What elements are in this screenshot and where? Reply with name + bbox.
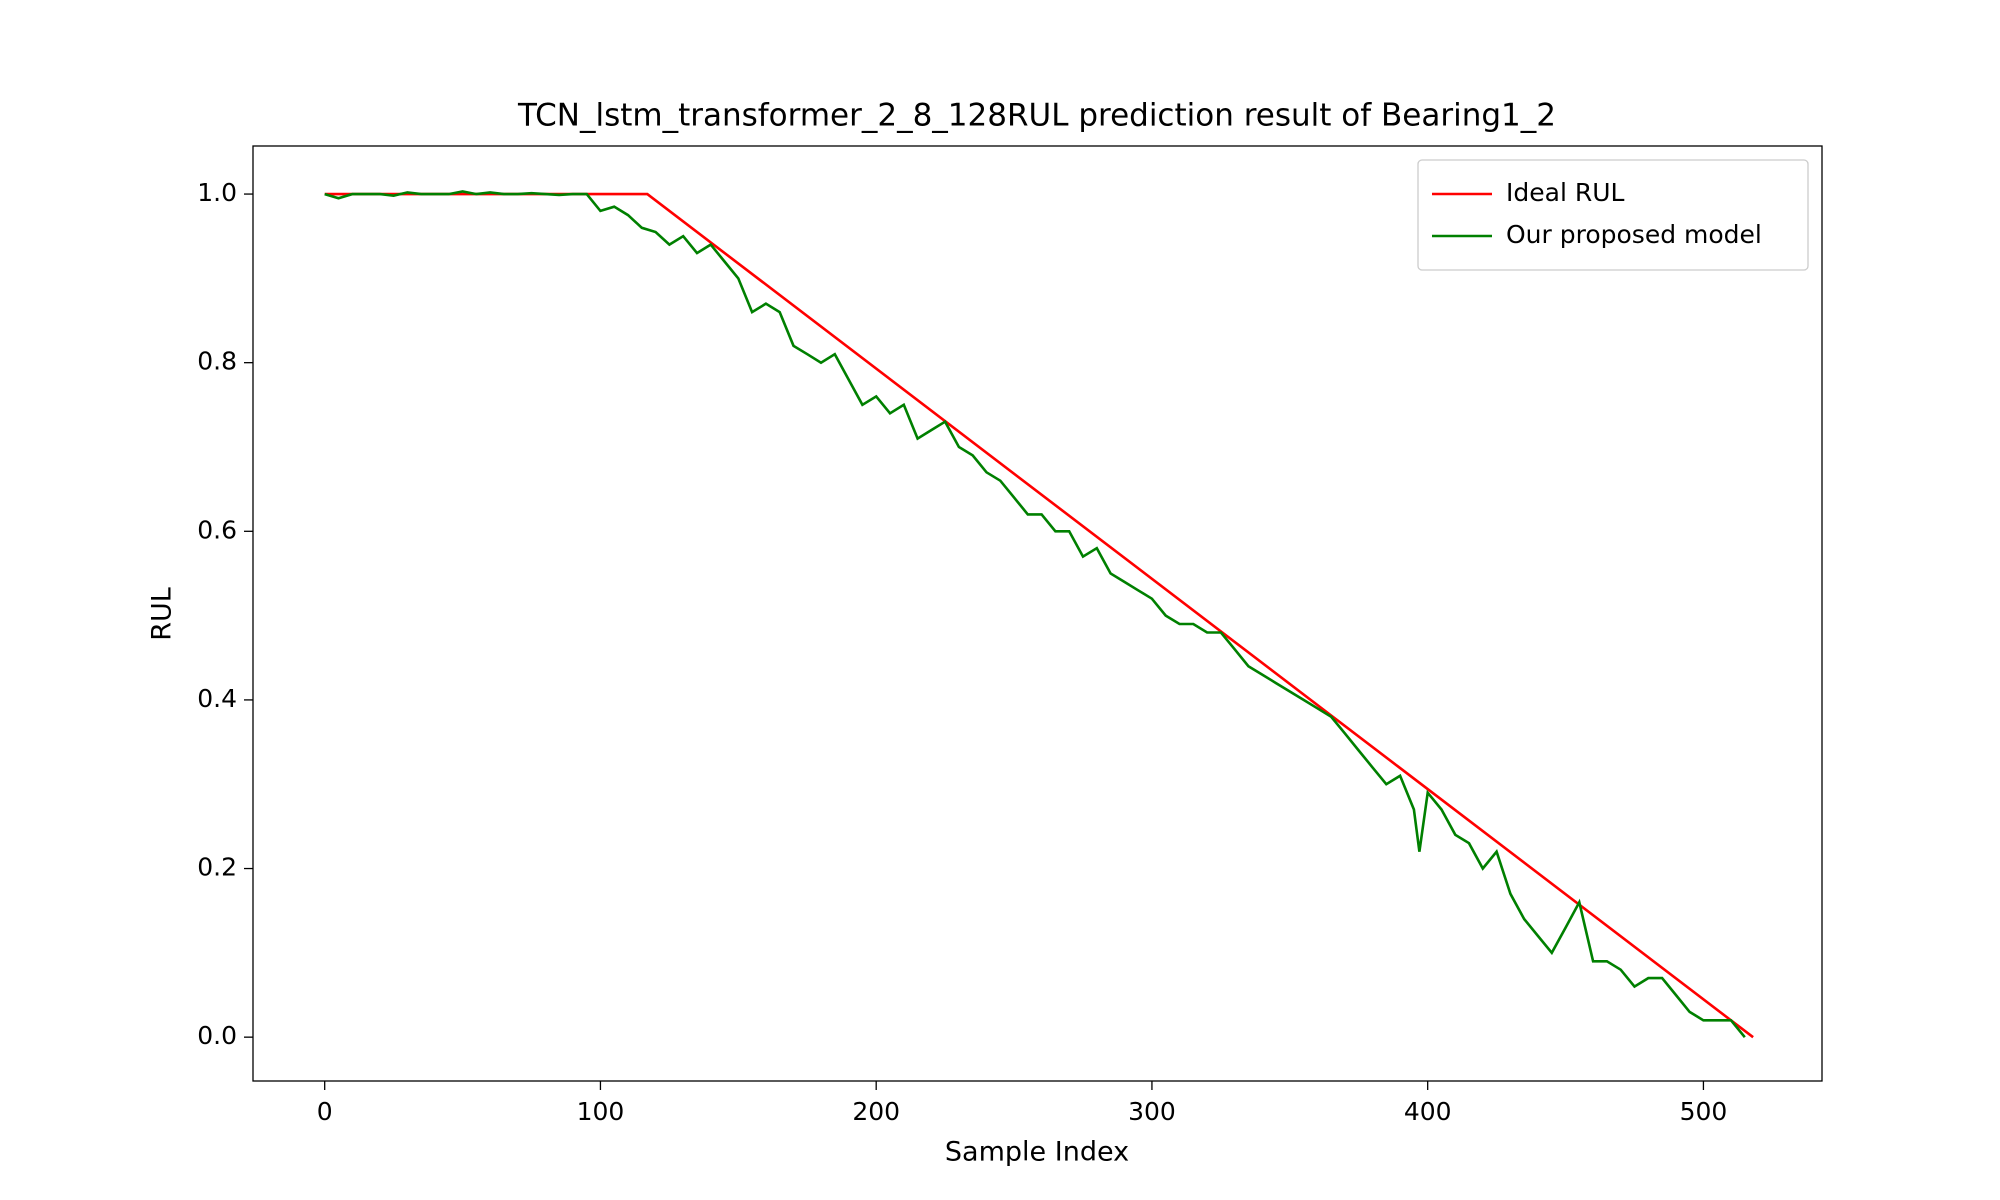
x-tick-label: 500 [1680, 1097, 1728, 1126]
x-tick-label: 300 [1128, 1097, 1176, 1126]
x-tick-label: 400 [1404, 1097, 1452, 1126]
y-tick-label: 0.8 [197, 347, 237, 376]
x-tick-label: 0 [317, 1097, 333, 1126]
x-axis-label: Sample Index [945, 1137, 1129, 1168]
x-tick-label: 200 [852, 1097, 900, 1126]
legend-box [1417, 159, 1809, 271]
plot-frame [252, 145, 1823, 1082]
legend-label: Ideal RUL [1506, 178, 1625, 207]
y-tick-label: 0.2 [197, 853, 237, 882]
series-line [324, 190, 1746, 1039]
y-tick-label: 0.6 [197, 515, 237, 544]
series-line [324, 192, 1754, 1039]
legend-label: Our proposed model [1506, 220, 1762, 249]
y-tick-label: 0.0 [197, 1021, 237, 1050]
y-axis-label: RUL [147, 587, 178, 641]
y-tick-label: 0.4 [197, 684, 237, 713]
y-tick-label: 1.0 [197, 178, 237, 207]
chart-title: TCN_lstm_transformer_2_8_128RUL predicti… [517, 98, 1556, 134]
x-tick-label: 100 [577, 1097, 625, 1126]
